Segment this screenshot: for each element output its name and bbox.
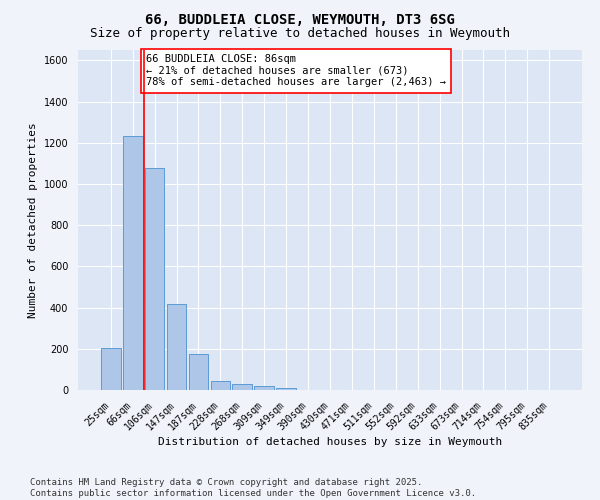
- Bar: [232, 384, 252, 390]
- Bar: [145, 168, 164, 390]
- Text: Size of property relative to detached houses in Weymouth: Size of property relative to detached ho…: [90, 28, 510, 40]
- Bar: [188, 354, 208, 390]
- Text: Contains HM Land Registry data © Crown copyright and database right 2025.
Contai: Contains HM Land Registry data © Crown c…: [30, 478, 476, 498]
- Bar: [211, 380, 230, 390]
- Y-axis label: Number of detached properties: Number of detached properties: [28, 122, 38, 318]
- Bar: [254, 386, 274, 390]
- Text: 66, BUDDLEIA CLOSE, WEYMOUTH, DT3 6SG: 66, BUDDLEIA CLOSE, WEYMOUTH, DT3 6SG: [145, 12, 455, 26]
- Bar: [276, 388, 296, 390]
- Bar: [123, 136, 143, 390]
- X-axis label: Distribution of detached houses by size in Weymouth: Distribution of detached houses by size …: [158, 438, 502, 448]
- Bar: [167, 304, 187, 390]
- Text: 66 BUDDLEIA CLOSE: 86sqm
← 21% of detached houses are smaller (673)
78% of semi-: 66 BUDDLEIA CLOSE: 86sqm ← 21% of detach…: [146, 54, 446, 88]
- Bar: [101, 348, 121, 390]
